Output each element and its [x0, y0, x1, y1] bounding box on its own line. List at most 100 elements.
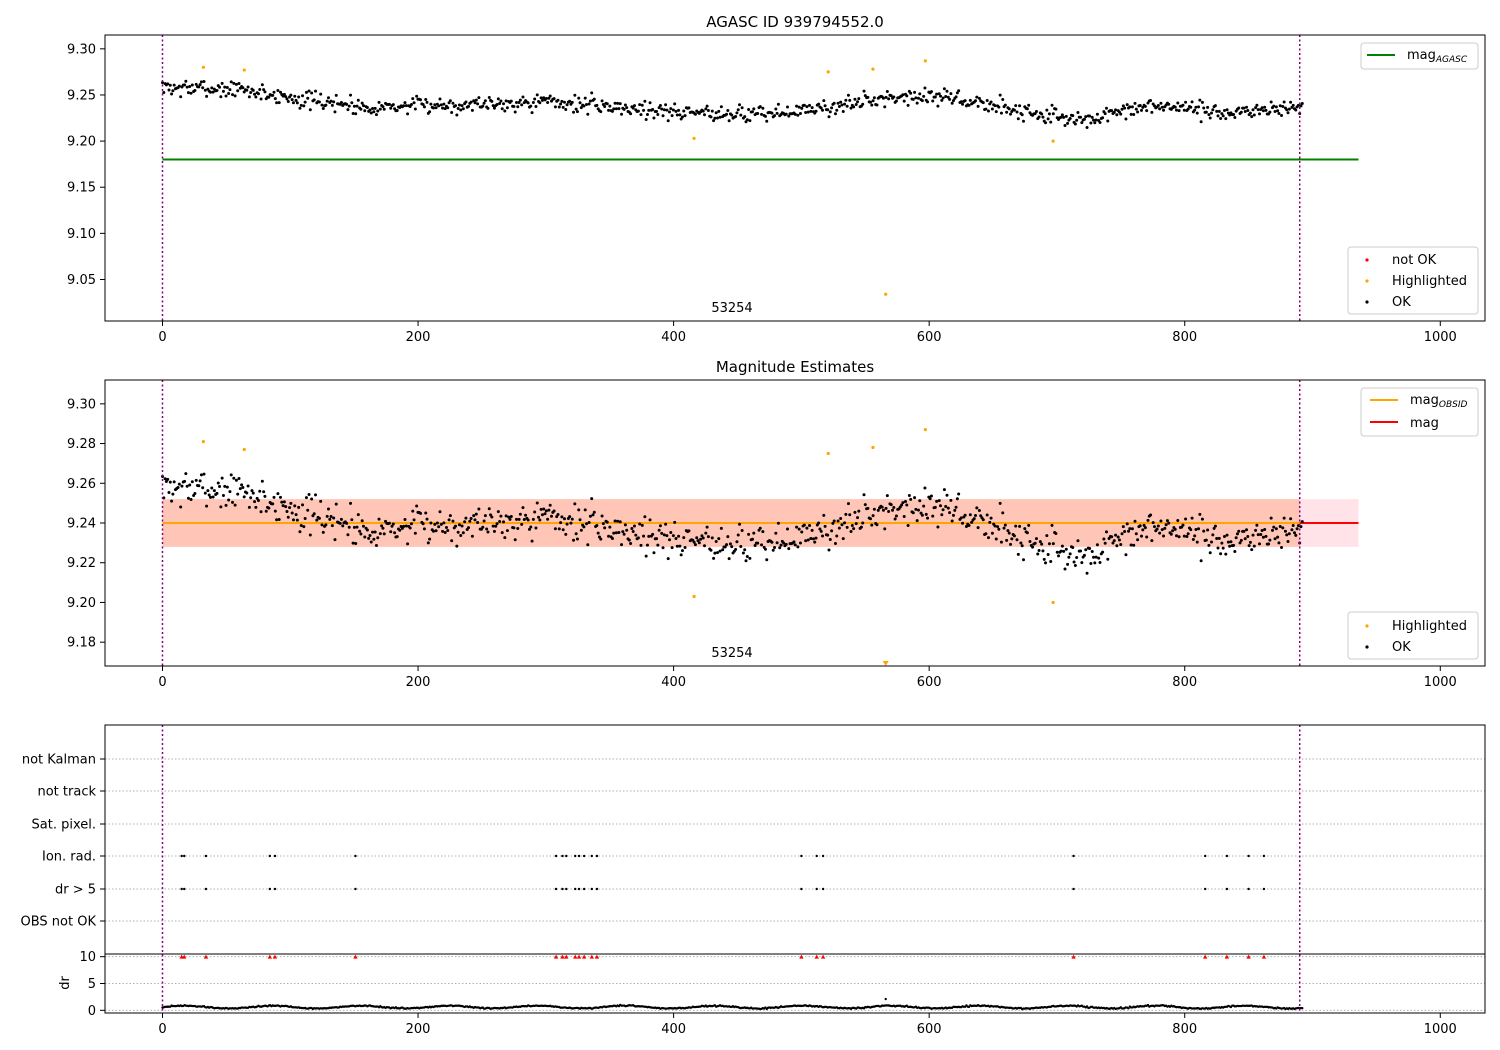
agasc-ok-point [1294, 108, 1298, 112]
magnitude-plot-area [161, 380, 1359, 666]
magnitude-ok-point [280, 500, 284, 504]
magnitude-ok-point [211, 495, 215, 499]
agasc-ok-point [1054, 107, 1058, 111]
magnitude-ok-point [402, 524, 406, 528]
magnitude-ok-point [1059, 549, 1063, 553]
magnitude-ok-point [291, 518, 295, 522]
magnitude-ok-point [1207, 543, 1211, 547]
agasc-ok-point [505, 106, 509, 110]
agasc-ok-point [297, 95, 301, 99]
magnitude-ok-point [225, 485, 229, 489]
magnitude-ok-point [1146, 518, 1150, 522]
agasc-highlighted-point [692, 136, 696, 140]
agasc-ok-point [402, 104, 406, 108]
magnitude-ok-point [1120, 532, 1124, 536]
agasc-ok-point [871, 99, 875, 103]
magnitude-ok-point [573, 502, 577, 506]
magnitude-ok-point [929, 494, 933, 498]
magnitude-ok-point [363, 535, 367, 539]
magnitude-ok-point [918, 499, 922, 503]
agasc-ok-point [533, 97, 537, 101]
magnitude-ok-point [1189, 528, 1193, 532]
agasc-ok-point [1129, 112, 1133, 116]
magnitude-ok-point [700, 534, 704, 538]
agasc-ok-point [354, 112, 358, 116]
magnitude-ok-point [201, 486, 205, 490]
magnitude-ok-point [744, 559, 748, 563]
magnitude-ok-point [526, 518, 530, 522]
agasc-legend-ok-marker [1365, 300, 1369, 304]
magnitude-ok-point [193, 492, 197, 496]
agasc-ok-point [1278, 104, 1282, 108]
magnitude-ok-point [425, 517, 429, 521]
magnitude-ok-point [1274, 527, 1278, 531]
magnitude-ok-point [553, 527, 557, 531]
magnitude-ok-point [647, 534, 651, 538]
magnitude-ok-point [719, 526, 723, 530]
magnitude-ok-point [951, 513, 955, 517]
agasc-ok-point [826, 108, 830, 112]
magnitude-ok-point [642, 534, 646, 538]
magnitude-ok-point [1079, 549, 1083, 553]
agasc-ok-point [1296, 103, 1300, 107]
magnitude-ok-point [1016, 552, 1020, 556]
magnitude-ok-point [928, 497, 932, 501]
magnitude-ok-point [1042, 557, 1046, 561]
magnitude-ok-point [623, 523, 627, 527]
flag-point [1072, 887, 1075, 891]
magnitude-ok-point [377, 517, 381, 521]
flags-x-tick-label: 600 [917, 1022, 942, 1037]
agasc-ok-point [1198, 98, 1202, 102]
magnitude-ok-point [476, 520, 480, 524]
magnitude-x-tick-label: 400 [661, 675, 686, 690]
magnitude-ok-point [1093, 561, 1097, 565]
agasc-ok-point [1237, 106, 1241, 110]
magnitude-ok-point [1142, 523, 1146, 527]
magnitude-ok-point [730, 545, 734, 549]
agasc-ok-point [286, 100, 290, 104]
magnitude-ok-point [662, 533, 666, 537]
magnitude-ok-point [660, 531, 664, 535]
magnitude-ok-point [1033, 541, 1037, 545]
magnitude-ok-point [522, 517, 526, 521]
magnitude-ok-point [454, 524, 458, 528]
magnitude-y-tick-label: 9.20 [67, 596, 96, 611]
magnitude-ok-point [215, 491, 219, 495]
magnitude-ok-point [942, 488, 946, 492]
magnitude-ok-point [752, 531, 756, 535]
magnitude-ok-point [514, 517, 518, 521]
magnitude-ok-point [359, 532, 363, 536]
agasc-ok-point [736, 108, 740, 112]
magnitude-ok-point [839, 516, 843, 520]
magnitude-ok-point [1071, 546, 1075, 550]
magnitude-ok-point [1018, 524, 1022, 528]
magnitude-ok-point [446, 529, 450, 533]
agasc-ok-point [976, 104, 980, 108]
agasc-ok-point [1090, 115, 1094, 119]
agasc-ok-point [509, 99, 513, 103]
magnitude-ok-point [433, 522, 437, 526]
magnitude-ok-point [1255, 523, 1259, 527]
magnitude-ok-point [592, 510, 596, 514]
agasc-ok-point [483, 99, 487, 103]
agasc-ok-point [307, 89, 311, 93]
magnitude-legend-top: magOBSID mag [1360, 387, 1479, 437]
agasc-ok-point [492, 106, 496, 110]
agasc-ok-point [1037, 115, 1041, 119]
magnitude-ok-point [415, 504, 419, 508]
magnitude-ok-point [1160, 528, 1164, 532]
agasc-ok-point [1046, 117, 1050, 121]
magnitude-ok-point [740, 529, 744, 533]
flag-row-label: Ion. rad. [42, 850, 96, 865]
dr-clipped-marker [272, 954, 278, 959]
agasc-axes-frame [104, 34, 1486, 322]
agasc-ok-point [1132, 113, 1136, 117]
agasc-ok-point [735, 111, 739, 115]
magnitude-ok-point [278, 495, 282, 499]
magnitude-ok-point [577, 508, 581, 512]
magnitude-ok-point [695, 536, 699, 540]
agasc-ok-point [1250, 115, 1254, 119]
magnitude-ok-point [346, 533, 350, 537]
magnitude-ok-point [1075, 556, 1079, 560]
agasc-ok-point [1189, 105, 1193, 109]
